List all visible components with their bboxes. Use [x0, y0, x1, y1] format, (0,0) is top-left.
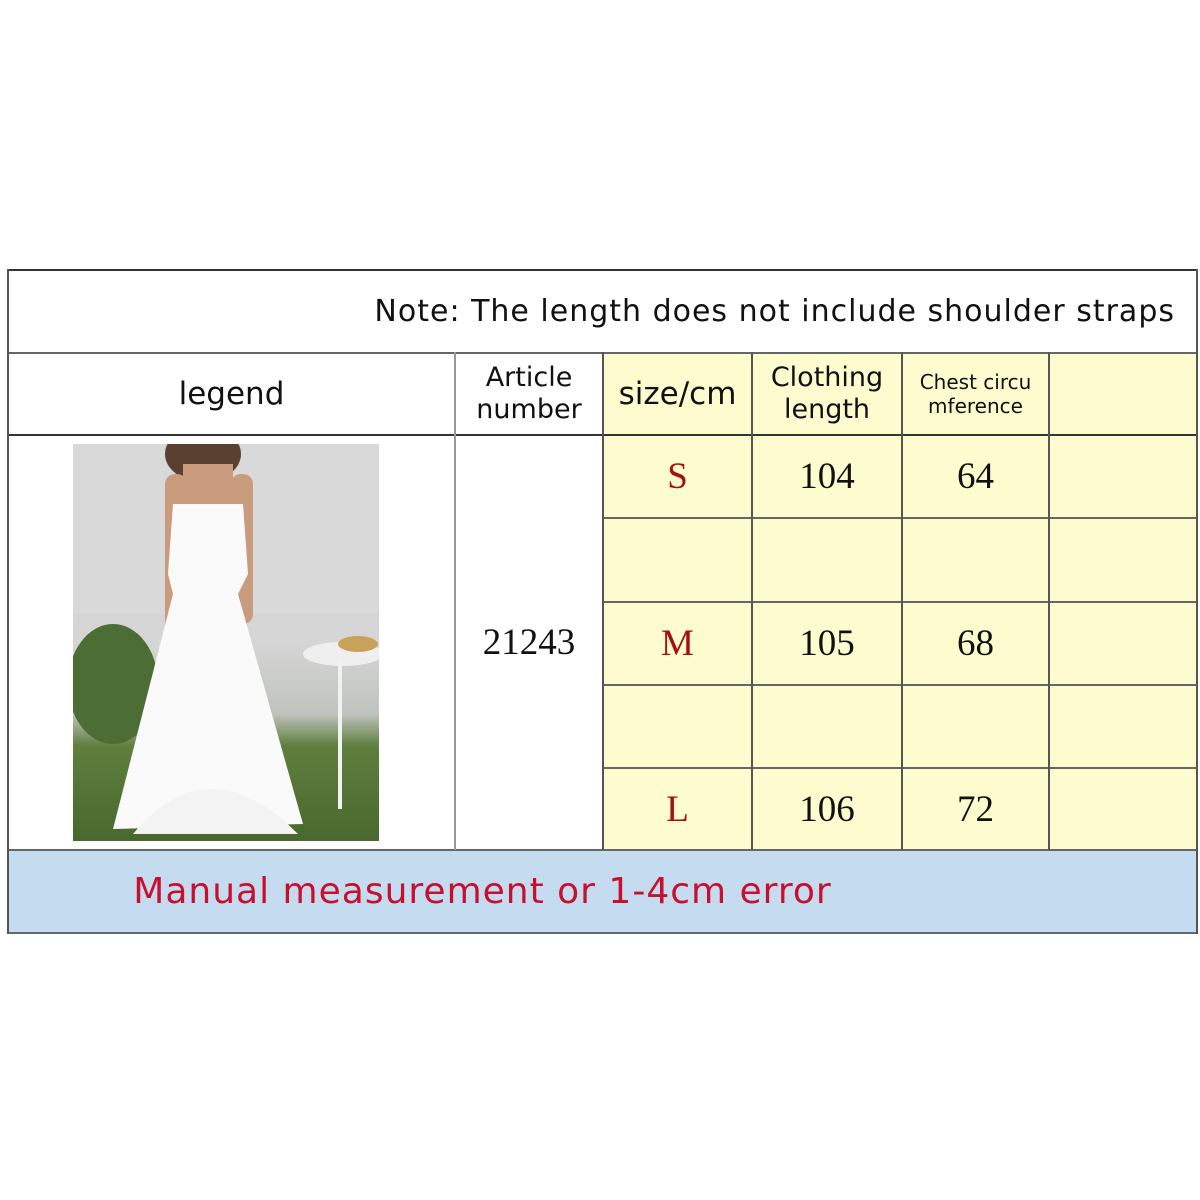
- chest-cell: 64: [957, 456, 994, 497]
- header-extra: [1049, 353, 1197, 435]
- article-number-value: 21243: [482, 622, 576, 663]
- product-photo: [73, 444, 379, 841]
- header-article-number: Article number: [476, 362, 582, 425]
- length-cell: 106: [799, 788, 855, 830]
- header-legend: legend: [178, 376, 285, 412]
- length-cell: 104: [799, 456, 855, 497]
- dress-illustration: [73, 444, 379, 834]
- header-chest-circumference: Chest circu mference: [919, 370, 1032, 418]
- header-size: size/cm: [618, 376, 737, 412]
- size-cell: S: [667, 456, 688, 497]
- header-clothing-length: Clothing length: [770, 362, 884, 425]
- note-text: Note: The length does not include should…: [374, 294, 1175, 329]
- size-cell: M: [661, 623, 694, 664]
- length-cell: 105: [799, 623, 855, 664]
- size-cell: L: [666, 788, 689, 830]
- chest-cell: 72: [957, 788, 994, 830]
- chest-cell: 68: [957, 623, 994, 664]
- footer-note: Manual measurement or 1-4cm error: [8, 850, 1197, 933]
